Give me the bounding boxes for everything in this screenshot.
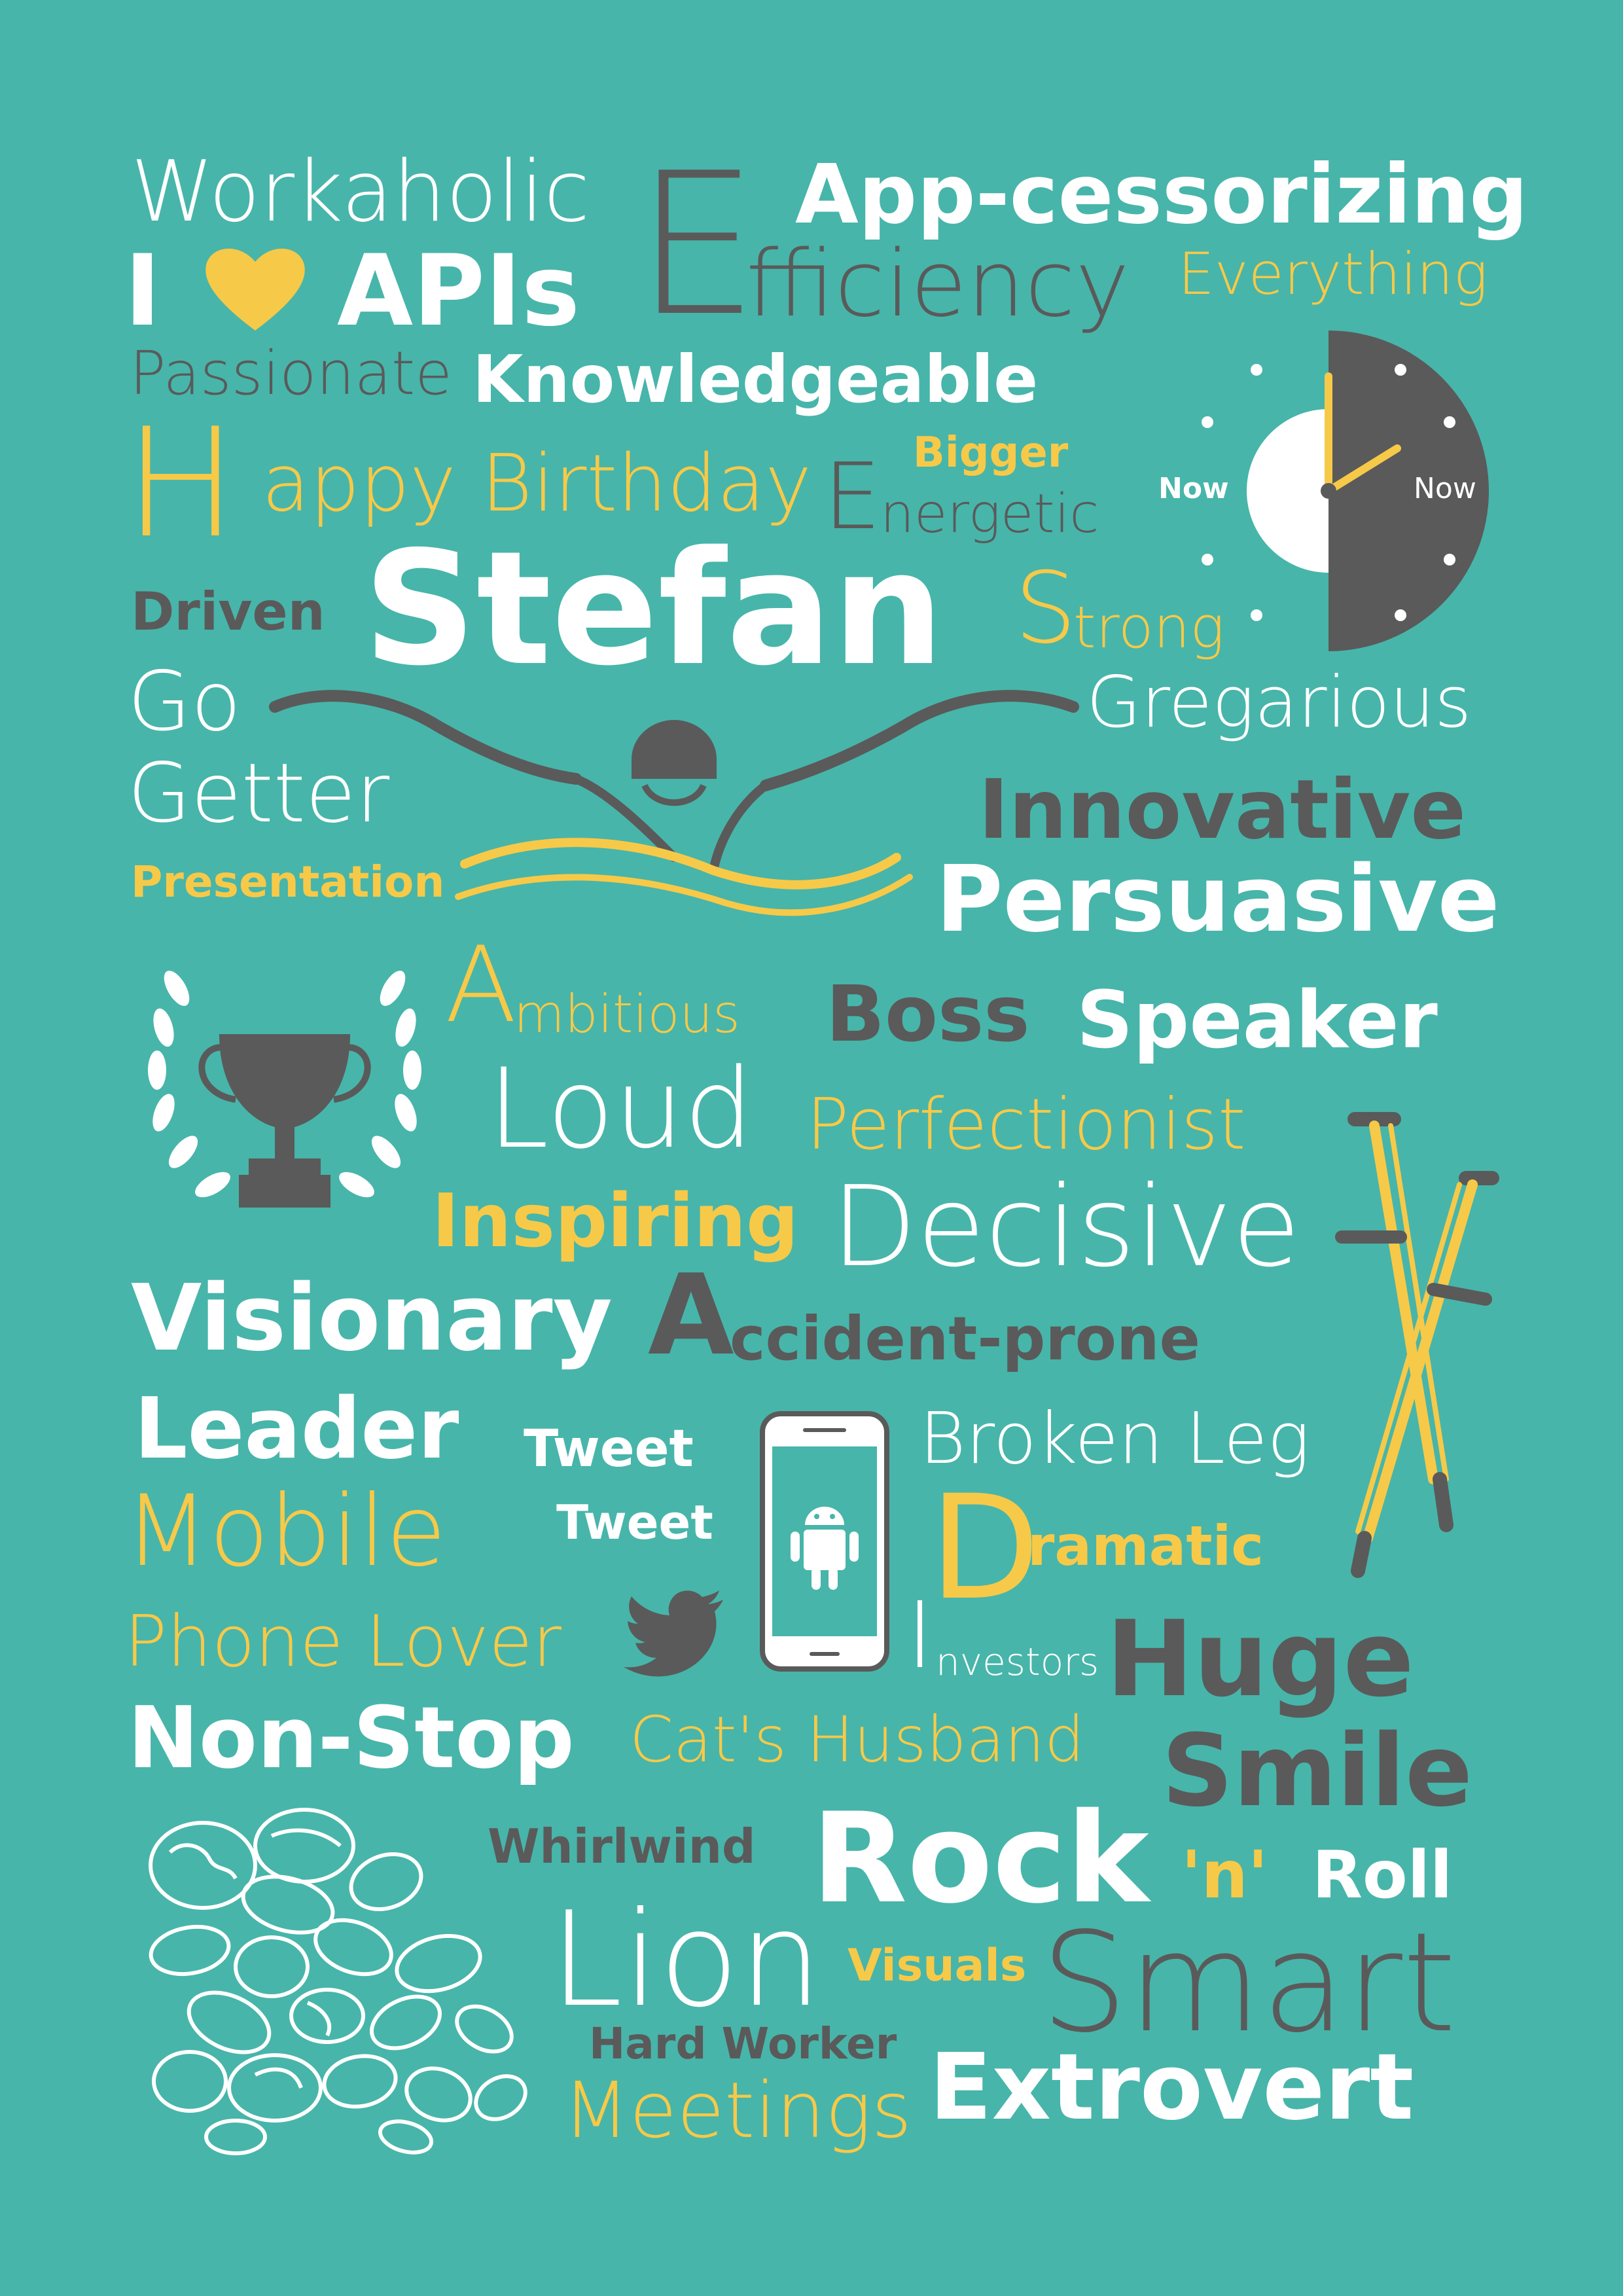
word-tweet-1: Tweet [524,1420,694,1479]
word-energetic: nergetic [880,483,1099,545]
smartphone-android-icon [760,1411,889,1672]
word-gregarious: Gregarious [1086,662,1472,744]
word-n: 'n' [1181,1837,1268,1913]
twitter-bird-icon [624,1590,723,1677]
word-happy-birthday: appy Birthday [262,439,812,529]
word-innovative: Innovative [978,762,1467,857]
swimmer-icon [269,690,1079,916]
word-non-stop: Non-Stop [128,1688,575,1787]
word-passionate: Passionate [130,338,452,408]
word-inspiring: Inspiring [432,1179,799,1264]
word-everything: Everything [1178,240,1488,308]
word-ambitious: mbitious [514,984,740,1045]
word-speaker: Speaker [1077,975,1438,1066]
word-workaholic: Workaholic [131,143,590,241]
efficiency-initial: E [635,131,759,359]
word-knowledgeable: Knowledgeable [473,341,1039,418]
word-i: I [124,234,161,348]
strong-initial: S [1014,552,1077,666]
word-stefan: Stefan [363,517,944,700]
word-smart: Smart [1041,1903,1457,2063]
word-persuasive: Persuasive [936,846,1500,953]
word-presentation: Presentation [131,857,445,907]
word-efficiency: fficiency [746,231,1130,338]
investors-initial: I [906,1583,934,1689]
word-phone-lover: Phone Lover [124,1601,562,1683]
heart-icon [205,248,305,331]
ambitious-initial: A [445,924,517,1046]
word-huge: Huge [1106,1598,1414,1720]
word-boss: Boss [826,969,1030,1059]
word-tweet-2: Tweet [556,1495,713,1550]
word-investors: nvestors [936,1640,1099,1684]
word-driven: Driven [131,581,325,642]
word-strong: trong [1073,594,1225,661]
accident-initial: A [648,1251,734,1380]
word-rock: Rock [812,1786,1149,1931]
energetic-initial: E [823,444,882,550]
word-broken-leg: Broken Leg [919,1398,1310,1480]
word-app-cessorizing: App-cessorizing [795,147,1528,242]
word-roll: Roll [1312,1837,1453,1913]
nuts-illustration [149,1808,527,2155]
word-meetings: Meetings [563,2065,912,2155]
word-leader: Leader [134,1380,459,1478]
word-loud: Loud [488,1045,754,1173]
word-visuals: Visuals [847,1940,1027,1992]
word-getter: Getter [128,746,390,841]
word-dramatic: ramatic [1027,1514,1264,1578]
word-cats-husband: Cat's Husband [630,1703,1085,1776]
word-decisive: Decisive [831,1162,1301,1292]
dramatic-initial: D [929,1464,1041,1632]
word-apis: APIs [337,234,580,348]
word-lion: Lion [550,1884,823,2036]
word-extrovert: Extrovert [929,2034,1414,2141]
clock-label-left: Now [1158,472,1229,505]
word-mobile: Mobile [124,1475,447,1588]
word-hard-worker: Hard Worker [589,2018,897,2069]
word-go: Go [128,655,241,749]
word-smile: Smile [1162,1713,1473,1829]
clock-label-right: Now [1414,472,1476,505]
word-visionary: Visionary [131,1265,613,1372]
word-perfectionist: Perfectionist [806,1084,1246,1166]
word-accident-prone: ccident-prone [730,1304,1200,1374]
word-bigger: Bigger [913,429,1069,477]
clock-icon [1202,331,1489,651]
word-whirlwind: Whirlwind [488,1819,756,1874]
trophy-laurel-icon [148,971,421,1208]
happy-initial: H [124,397,238,571]
crutches-icon [1335,1112,1499,1578]
